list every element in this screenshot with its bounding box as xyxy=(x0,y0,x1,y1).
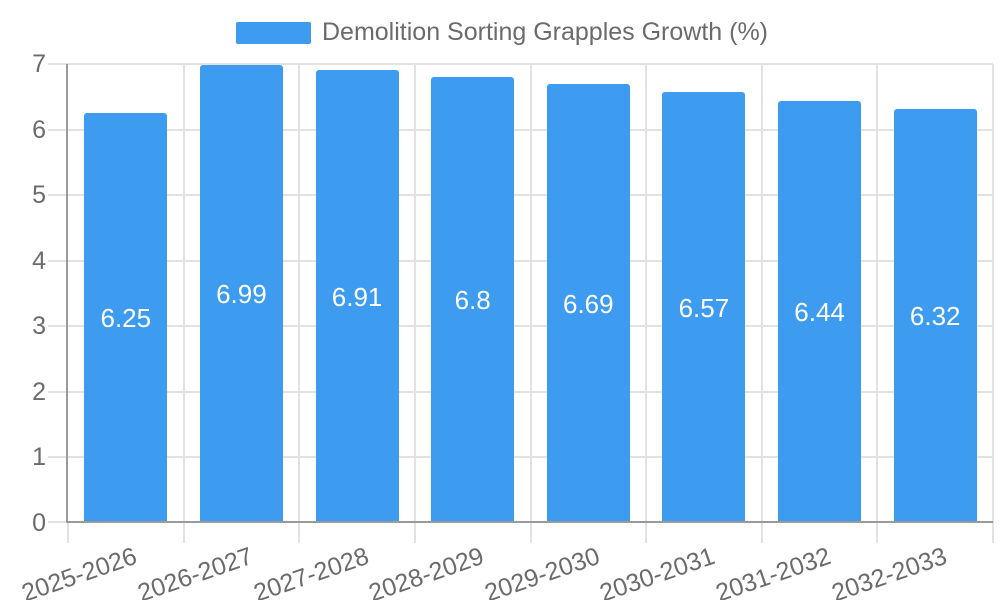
gridline-horizontal xyxy=(48,456,993,458)
bar-value-label: 6.25 xyxy=(100,303,152,334)
y-tick-mark xyxy=(48,521,68,523)
x-tick-label: 2026-2027 xyxy=(134,542,257,600)
x-tick-label: 2029-2030 xyxy=(480,542,604,600)
y-tick-label: 1 xyxy=(32,443,46,472)
bar[interactable] xyxy=(546,84,630,523)
bar[interactable] xyxy=(199,64,283,523)
y-tick-label: 5 xyxy=(32,181,46,210)
gridline-horizontal xyxy=(48,63,993,65)
x-tick-label: 2032-2033 xyxy=(827,542,950,600)
bar[interactable] xyxy=(893,108,977,523)
bar-value-label: 6.57 xyxy=(678,292,730,323)
gridline-horizontal xyxy=(48,325,993,327)
y-axis-line xyxy=(66,64,68,523)
bar-value-label: 6.99 xyxy=(216,278,267,309)
y-tick-label: 3 xyxy=(32,312,46,341)
gridline-vertical xyxy=(414,64,416,543)
bar-value-label: 6.69 xyxy=(562,288,614,319)
y-tick-label: 7 xyxy=(32,50,46,78)
bar[interactable] xyxy=(662,92,746,523)
x-tick-label: 2027-2028 xyxy=(249,542,372,600)
gridline-horizontal xyxy=(48,194,993,196)
x-tick-mark xyxy=(67,523,69,543)
gridline-horizontal xyxy=(48,129,993,131)
gridline-vertical xyxy=(876,64,878,543)
gridline-vertical xyxy=(183,64,185,543)
gridline-vertical xyxy=(645,64,647,543)
gridline-horizontal xyxy=(48,260,993,262)
legend-swatch-icon xyxy=(236,21,311,44)
x-tick-label: 2028-2029 xyxy=(365,542,488,600)
chart-legend: Demolition Sorting Grapples Growth (%) xyxy=(236,20,768,45)
legend-item[interactable]: Demolition Sorting Grapples Growth (%) xyxy=(236,20,768,45)
y-tick-label: 6 xyxy=(32,115,46,144)
plot-area: 6.25 6.99 6.91 6.8 6.69 6.57 6.44 6.32 xyxy=(48,63,994,543)
gridline-horizontal xyxy=(48,391,993,393)
gridline-vertical xyxy=(761,64,763,543)
x-tick-label: 2031-2032 xyxy=(712,542,835,600)
gridline-vertical xyxy=(530,64,532,543)
x-axis-line xyxy=(66,521,993,523)
legend-label: Demolition Sorting Grapples Growth (%) xyxy=(322,18,768,46)
gridline-vertical xyxy=(992,64,994,543)
y-tick-label: 4 xyxy=(32,246,46,275)
bar-value-label: 6.8 xyxy=(454,285,491,316)
bar-value-label: 6.44 xyxy=(794,296,845,327)
x-tick-label: 2030-2031 xyxy=(596,542,719,600)
bar-value-label: 6.91 xyxy=(331,281,383,312)
gridline-vertical xyxy=(298,64,300,543)
bar[interactable] xyxy=(431,77,515,523)
bar[interactable] xyxy=(84,113,168,523)
bar[interactable] xyxy=(315,69,399,523)
y-tick-label: 2 xyxy=(32,377,46,406)
bar[interactable] xyxy=(778,100,862,523)
x-tick-label: 2025-2026 xyxy=(18,542,141,600)
y-tick-label: 0 xyxy=(32,509,46,537)
bar-value-label: 6.32 xyxy=(909,300,961,331)
